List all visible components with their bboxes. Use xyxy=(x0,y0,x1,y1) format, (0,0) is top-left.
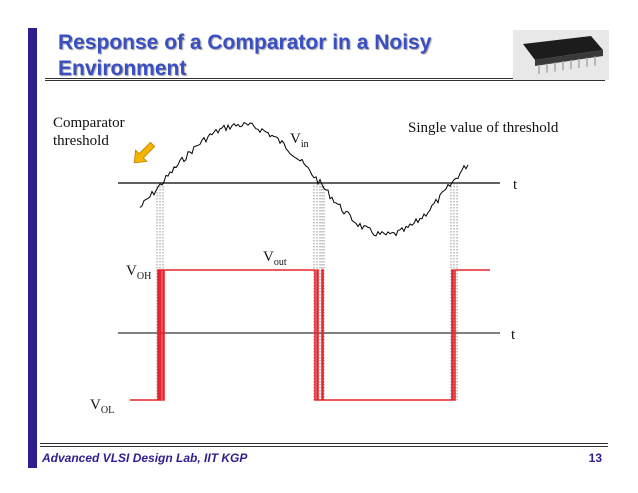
vol-sub: OL xyxy=(100,405,115,416)
slide-title: Response of a Comparator in a Noisy Envi… xyxy=(58,31,432,80)
footer-lab-name: Advanced VLSI Design Lab, IIT KGP xyxy=(42,451,248,465)
voh-main: V xyxy=(126,263,137,279)
vin-sub: in xyxy=(300,139,309,150)
time-label-top: t xyxy=(513,176,517,194)
title-divider-secondary xyxy=(45,80,605,81)
single-value-label-text: Single value of threshold xyxy=(408,120,559,136)
vout-main: V xyxy=(263,249,274,265)
title-divider xyxy=(45,78,605,79)
footer-divider-secondary xyxy=(40,446,608,447)
crossing-guides xyxy=(156,183,458,400)
voh-label: VOH xyxy=(126,262,151,282)
accent-bar xyxy=(28,28,37,468)
page-number: 13 xyxy=(588,451,602,465)
vout-label: Vout xyxy=(263,248,287,268)
vin-label: Vin xyxy=(290,130,309,150)
vol-main: V xyxy=(90,397,101,413)
threshold-label: Comparator threshold xyxy=(53,114,163,150)
ic-chip-photo xyxy=(513,30,609,80)
time-label-bottom: t xyxy=(511,326,515,344)
vout-output-signal xyxy=(130,269,490,401)
single-value-label: Single value of threshold xyxy=(408,119,558,137)
threshold-label-text: Comparator threshold xyxy=(53,115,125,149)
vin-noisy-signal xyxy=(139,121,469,237)
voh-sub: OH xyxy=(136,271,152,282)
vol-label: VOL xyxy=(90,396,114,416)
footer-divider xyxy=(40,443,608,444)
arrow-down-right-icon xyxy=(133,141,156,164)
time-label-top-text: t xyxy=(513,177,518,193)
time-label-bottom-text: t xyxy=(511,327,516,343)
vin-main: V xyxy=(290,131,301,147)
vout-sub: out xyxy=(273,257,287,268)
